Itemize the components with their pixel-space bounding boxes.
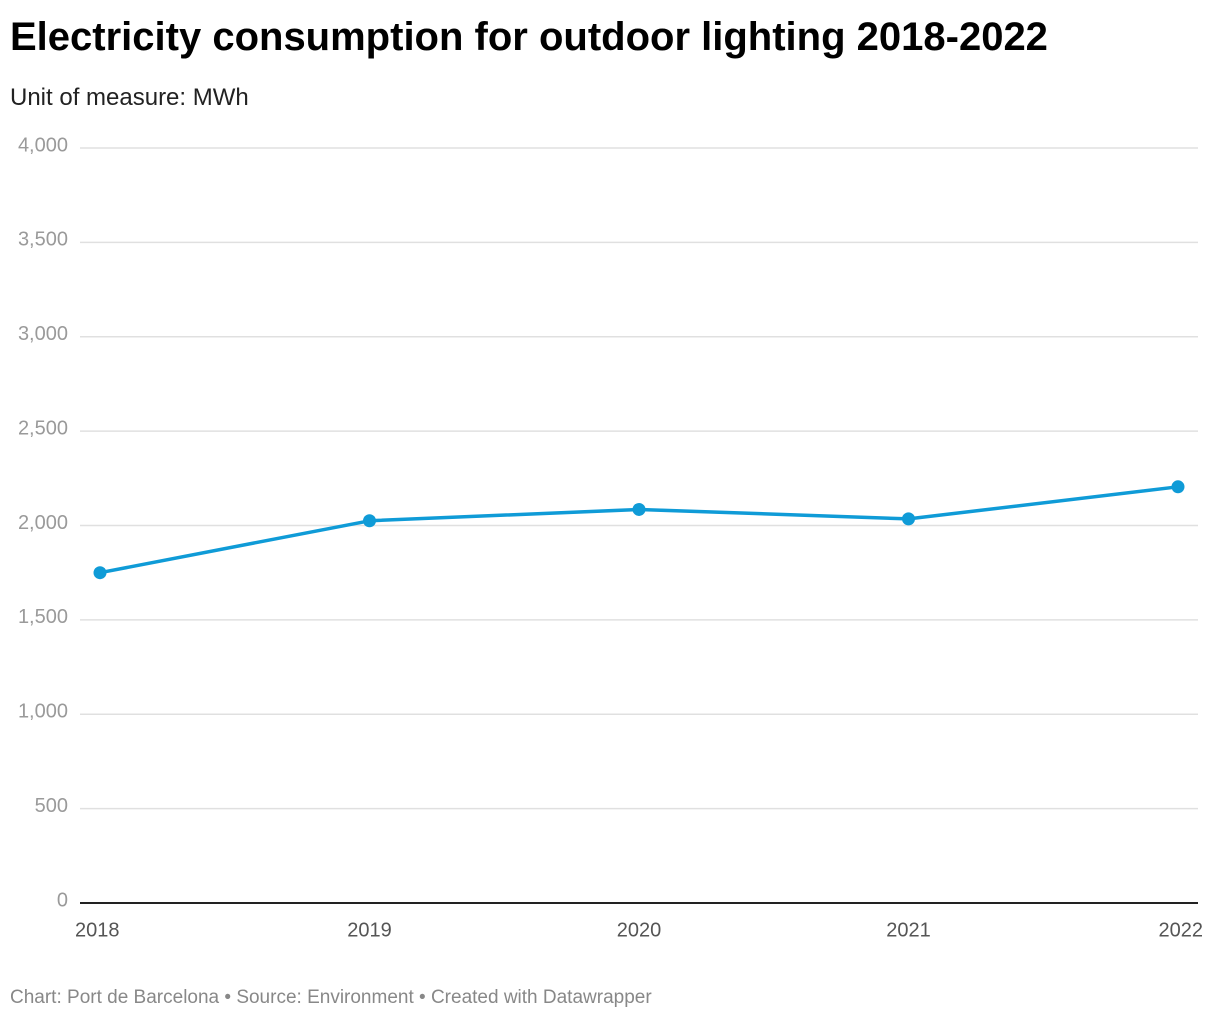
y-tick-label: 2,000 xyxy=(18,512,68,534)
data-point xyxy=(632,502,646,516)
y-tick-label: 500 xyxy=(35,795,68,817)
chart-subtitle: Unit of measure: MWh xyxy=(10,84,249,111)
y-tick-label: 0 xyxy=(57,889,68,911)
y-tick-label: 4,000 xyxy=(18,134,68,156)
data-point xyxy=(902,512,915,526)
y-tick-label: 1,500 xyxy=(18,606,68,628)
x-tick-label: 2018 xyxy=(75,919,120,941)
y-tick-label: 3,500 xyxy=(18,229,68,251)
data-line xyxy=(99,485,1179,575)
y-tick-label: 1,000 xyxy=(18,701,68,723)
x-tick-label: 2019 xyxy=(347,919,392,941)
y-tick-label: 3,000 xyxy=(18,323,68,345)
x-tick-label: 2021 xyxy=(886,919,931,941)
data-point xyxy=(363,514,376,528)
x-tick-label: 2020 xyxy=(617,919,662,941)
y-tick-label: 2,500 xyxy=(18,417,68,439)
chart-footer: Chart: Port de Barcelona • Source: Envir… xyxy=(10,987,652,1008)
data-point xyxy=(93,566,107,580)
x-tick-label: 2022 xyxy=(1159,919,1204,941)
data-point xyxy=(1171,480,1185,494)
chart-title: Electricity consumption for outdoor ligh… xyxy=(10,15,1048,59)
